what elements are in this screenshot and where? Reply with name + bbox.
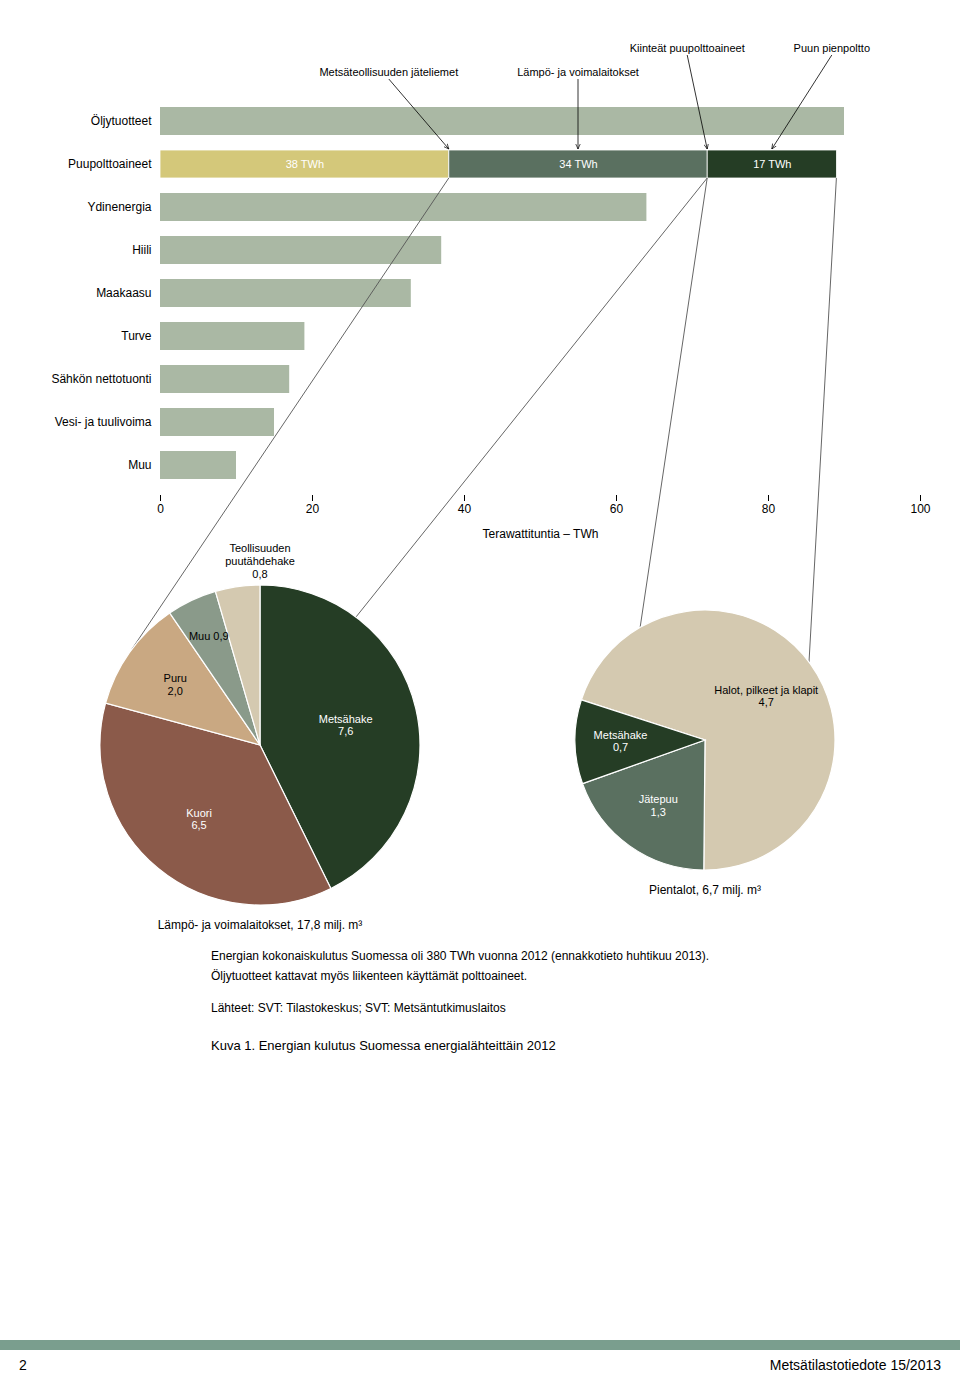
svg-text:Puru2,0: Puru2,0 [164, 672, 187, 697]
svg-text:Hiili: Hiili [132, 243, 151, 257]
svg-text:Muu 0,9: Muu 0,9 [189, 630, 229, 642]
svg-text:Lähteet: SVT: Tilastokeskus; S: Lähteet: SVT: Tilastokeskus; SVT: Metsän… [211, 1001, 506, 1015]
svg-text:Öljytuotteet kattavat myös lii: Öljytuotteet kattavat myös liikenteen kä… [211, 969, 527, 983]
svg-text:0: 0 [157, 502, 164, 516]
svg-text:Metsähake7,6: Metsähake7,6 [319, 713, 373, 738]
svg-text:Energian kokonaiskulutus Suome: Energian kokonaiskulutus Suomessa oli 38… [211, 949, 709, 963]
svg-text:Vesi- ja tuulivoima: Vesi- ja tuulivoima [55, 415, 152, 429]
svg-text:Halot, pilkeet ja klapit4,7: Halot, pilkeet ja klapit4,7 [714, 683, 818, 708]
svg-text:Turve: Turve [121, 329, 152, 343]
svg-text:Metsähake0,7: Metsähake0,7 [594, 729, 648, 754]
svg-text:Terawattituntia – TWh: Terawattituntia – TWh [483, 527, 599, 541]
svg-text:Kuva 1. Energian kulutus Suom: Kuva 1. Energian kulutus Suomessa energi… [211, 1038, 556, 1053]
svg-text:Metsätilastotiedote 15/2013: Metsätilastotiedote 15/2013 [770, 1357, 941, 1373]
svg-text:34 TWh: 34 TWh [559, 158, 597, 170]
svg-text:17 TWh: 17 TWh [753, 158, 791, 170]
svg-text:Ydinenergia: Ydinenergia [87, 200, 151, 214]
svg-text:Jätepuu1,3: Jätepuu1,3 [639, 793, 678, 818]
svg-text:Sähkön nettotuonti: Sähkön nettotuonti [51, 372, 151, 386]
svg-text:40: 40 [458, 502, 472, 516]
svg-text:100: 100 [910, 502, 930, 516]
svg-text:60: 60 [610, 502, 624, 516]
svg-text:20: 20 [306, 502, 320, 516]
svg-text:Muu: Muu [128, 458, 151, 472]
svg-text:Öljytuotteet: Öljytuotteet [91, 114, 152, 128]
svg-text:Puupolttoaineet: Puupolttoaineet [68, 157, 152, 171]
svg-text:38 TWh: 38 TWh [286, 158, 324, 170]
svg-text:Kuori6,5: Kuori6,5 [186, 807, 212, 832]
svg-text:Lämpö- ja voimalaitokset: Lämpö- ja voimalaitokset [517, 66, 639, 78]
svg-text:2: 2 [19, 1357, 27, 1373]
svg-text:Kiinteät puupolttoaineet: Kiinteät puupolttoaineet [630, 42, 745, 54]
svg-text:Pientalot, 6,7 milj. m³: Pientalot, 6,7 milj. m³ [649, 883, 761, 897]
svg-text:Puun pienpoltto: Puun pienpoltto [794, 42, 870, 54]
svg-text:Metsäteollisuuden jäteliemet: Metsäteollisuuden jäteliemet [319, 66, 458, 78]
svg-text:80: 80 [762, 502, 776, 516]
svg-text:Lämpö- ja voimalaitokset, 17,8: Lämpö- ja voimalaitokset, 17,8 milj. m³ [158, 918, 363, 932]
svg-text:Teollisuudenpuutähdehake0,8: Teollisuudenpuutähdehake0,8 [225, 542, 295, 579]
svg-text:Maakaasu: Maakaasu [96, 286, 151, 300]
